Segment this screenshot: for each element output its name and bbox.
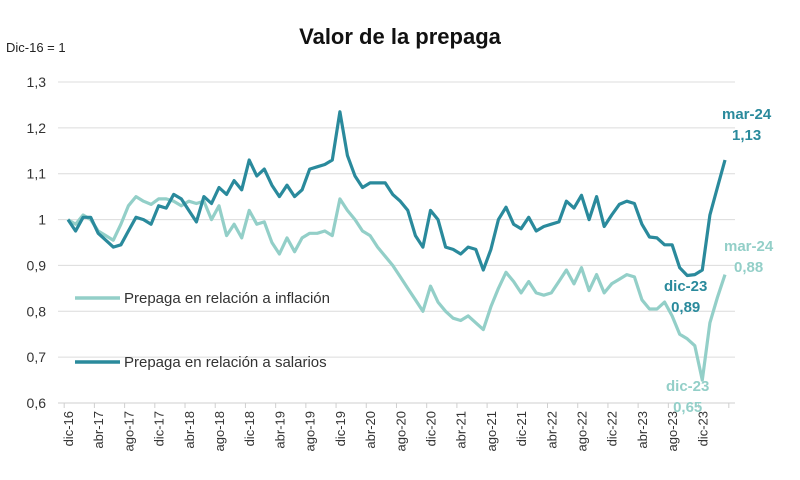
y-tick-label: 0,9 bbox=[27, 257, 47, 273]
x-tick-label: dic-23 bbox=[695, 411, 710, 446]
x-tick-label: abr-23 bbox=[635, 411, 650, 449]
annotation-date: dic-23 bbox=[666, 378, 710, 395]
annotation-value: 1,13 bbox=[732, 127, 762, 144]
x-tick-label: abr-19 bbox=[272, 411, 287, 449]
x-tick-label: ago-21 bbox=[484, 411, 499, 451]
y-tick-label: 1 bbox=[38, 212, 46, 228]
x-tick-label: abr-22 bbox=[544, 411, 559, 449]
series-line-salarios bbox=[66, 110, 727, 278]
y-tick-label: 0,8 bbox=[27, 303, 47, 319]
x-tick-label: ago-17 bbox=[121, 411, 136, 451]
annotation-date: dic-23 bbox=[664, 278, 708, 295]
annotation-inflacion-mar24: mar-24 0,88 bbox=[724, 238, 773, 276]
x-tick-label: ago-19 bbox=[303, 411, 318, 451]
y-axis-unit-label: Dic-16 = 1 bbox=[6, 40, 66, 55]
legend-label-salarios: Prepaga en relación a salarios bbox=[124, 354, 327, 371]
legend-label-inflacion: Prepaga en relación a inflación bbox=[124, 290, 330, 307]
annotation-date: mar-24 bbox=[722, 106, 772, 123]
annotation-salarios-mar24: mar-24 1,13 bbox=[722, 106, 771, 144]
chart-title: Valor de la prepaga bbox=[299, 24, 501, 49]
annotation-value: 0,89 bbox=[671, 299, 701, 316]
annotation-inflacion-dic23: dic-23 0,65 bbox=[666, 378, 709, 416]
x-tick-label: ago-20 bbox=[393, 411, 408, 451]
y-tick-label: 1,2 bbox=[27, 120, 47, 136]
x-tick-label: dic-21 bbox=[514, 411, 529, 446]
annotation-salarios-dic23: dic-23 0,89 bbox=[664, 278, 707, 316]
x-tick-label: dic-17 bbox=[152, 411, 167, 446]
annotation-value: 0,88 bbox=[734, 259, 764, 276]
y-tick-label: 1,1 bbox=[27, 166, 47, 182]
x-tick-label: abr-18 bbox=[182, 411, 197, 449]
x-tick-label: dic-22 bbox=[605, 411, 620, 446]
annotation-date: mar-24 bbox=[724, 238, 774, 255]
x-tick-label: ago-22 bbox=[575, 411, 590, 451]
x-tick-label: abr-17 bbox=[91, 411, 106, 449]
series-line-inflacion bbox=[67, 195, 727, 382]
x-tick-label: ago-18 bbox=[212, 411, 227, 451]
x-tick-label: dic-19 bbox=[333, 411, 348, 446]
x-tick-label: dic-20 bbox=[423, 411, 438, 446]
x-tick-label: dic-16 bbox=[61, 411, 76, 446]
y-tick-label: 1,3 bbox=[27, 74, 47, 90]
x-tick-label: dic-18 bbox=[242, 411, 257, 446]
annotation-value: 0,65 bbox=[673, 399, 703, 416]
y-tick-label: 0,6 bbox=[27, 395, 47, 411]
y-tick-label: 0,7 bbox=[27, 349, 47, 365]
x-tick-label: ago-23 bbox=[665, 411, 680, 451]
x-tick-label: abr-21 bbox=[454, 411, 469, 449]
x-tick-label: abr-20 bbox=[363, 411, 378, 449]
